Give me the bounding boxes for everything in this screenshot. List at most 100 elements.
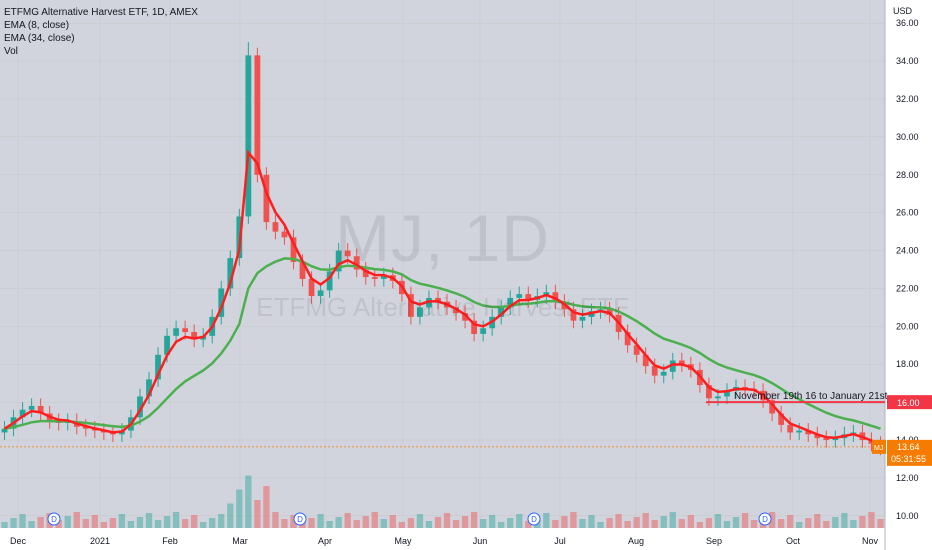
volume-bar [579,519,586,528]
volume-bar [777,519,785,528]
volume-bar [479,519,487,528]
x-tick-label: Mar [232,536,248,546]
volume-bar [470,512,478,528]
volume-bar [28,521,35,528]
ticker-label: MJ [874,445,883,452]
candle [82,426,89,429]
volume-bar [624,521,631,528]
volume-bar [741,513,749,528]
volume-bar [344,513,351,528]
dividend-marker-label: D [531,515,537,524]
volume-bar [443,513,451,528]
candle [182,328,189,333]
x-tick-label: Jun [473,536,488,546]
volume-bar [814,514,821,528]
volume-bar [723,521,731,528]
candle [823,438,830,441]
x-tick-label: 2021 [90,536,110,546]
candle [516,294,523,298]
volume-bar [588,515,595,528]
volume-bar [877,519,884,528]
candle [507,297,514,308]
candle [814,434,821,439]
candle [435,297,441,302]
ticker-tag [872,439,886,454]
candle [408,294,414,317]
volume-bar [642,513,649,528]
volume-bar [245,475,252,528]
candle [724,390,730,397]
volume-bar [281,519,288,528]
volume-bar [100,522,108,528]
candle [552,292,559,302]
volume-bar [398,522,406,528]
volume-bar [832,517,839,528]
level-note: November 19th 16 to January 21st [734,391,888,402]
volume-bar [687,515,695,528]
volume-bar [452,520,460,528]
candle [787,424,794,433]
y-tick-label: 24.00 [896,246,919,256]
volume-bar [552,520,559,528]
candle [805,430,812,435]
dividend-marker[interactable] [293,512,307,526]
level-price-label: 16.00 [897,398,920,408]
dividend-marker[interactable] [47,512,61,526]
volume-bar [561,516,568,528]
dividend-marker[interactable] [527,512,541,526]
volume-bar [660,516,667,528]
currency-label: USD [893,6,913,16]
candle [245,55,252,217]
x-tick-label: Oct [786,536,801,546]
legend-ema8: EMA (8, close) [4,20,70,31]
x-tick-label: May [394,536,412,546]
candle [796,430,803,433]
candle [362,269,369,278]
volume-bar [714,514,722,528]
volume-bar [389,515,396,528]
volume-bar [597,522,604,528]
candle [155,354,161,380]
volume-bar [407,518,415,528]
volume-bar [308,518,315,528]
y-tick-label: 32.00 [896,94,919,104]
candle [417,307,423,317]
volume-bar [696,522,704,528]
volume-bar [236,489,243,528]
x-tick-label: Sep [706,536,722,546]
volume-bar [181,519,189,528]
y-tick-label: 22.00 [896,283,919,293]
candle [308,278,315,297]
candle [525,294,532,300]
y-tick-label: 30.00 [896,132,919,142]
volume-bar [461,516,469,528]
volume-bar [805,518,812,528]
volume-bar [263,486,270,528]
candle [426,297,432,308]
candle [371,277,378,279]
candle [335,250,342,272]
candle [272,222,279,232]
candle [299,261,306,279]
last-price-label: 13.64 [897,442,920,452]
volume-bar [633,517,640,528]
x-tick-label: Aug [628,536,644,546]
candle [317,290,324,297]
volume-bar [172,512,180,528]
candle [1,428,8,433]
volume-bar [380,519,387,528]
x-tick-label: Dec [10,536,27,546]
volume-bar [19,514,26,528]
y-tick-label: 28.00 [896,170,919,180]
dividend-marker[interactable] [758,512,772,526]
volume-bar [615,514,622,528]
candle [660,371,667,376]
volume-bar [1,522,8,528]
x-tick-label: Feb [162,536,178,546]
candle [706,385,712,399]
last-price-tag [887,439,932,466]
candle [254,55,261,175]
volume-bar [109,518,117,528]
x-tick-label: Apr [318,536,332,546]
